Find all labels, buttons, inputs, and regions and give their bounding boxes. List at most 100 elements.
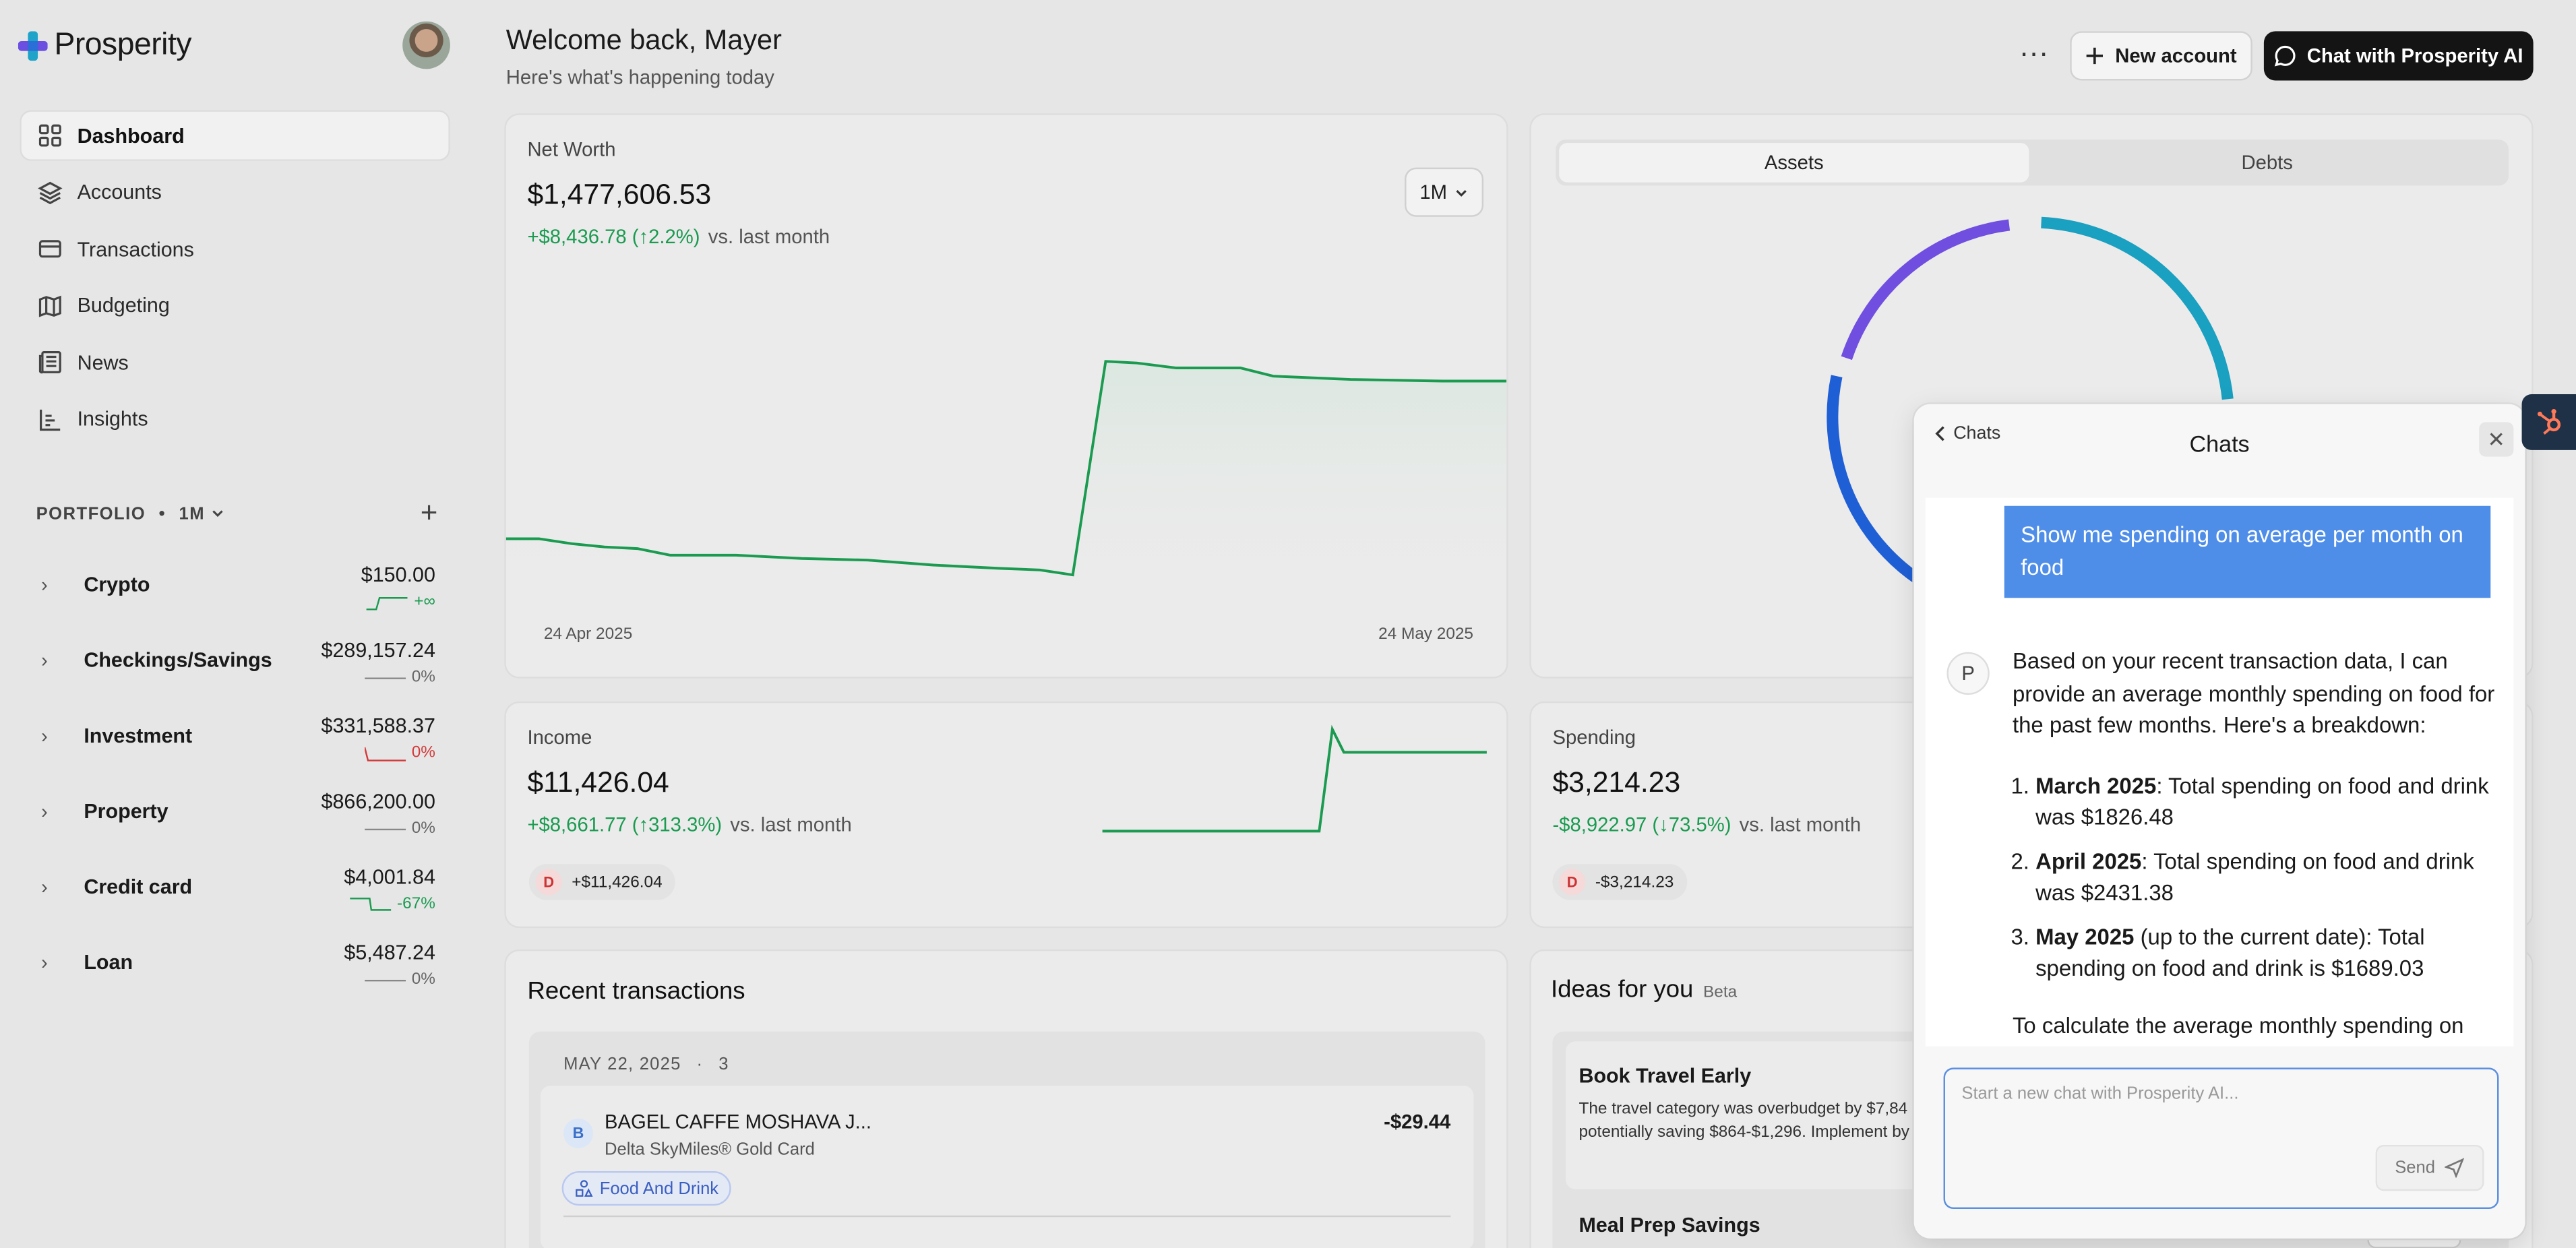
portfolio-row-checkings-savings[interactable]: › Checkings/Savings $289,157.24 0% (36, 639, 439, 705)
portfolio-row-change-text: 0% (411, 819, 435, 838)
income-vs: vs. last month (730, 813, 852, 836)
net-worth-value: $1,477,606.53 (527, 177, 712, 210)
divider (563, 1215, 1451, 1218)
list-item-text: : Total spending on food and drink was $… (2035, 848, 2474, 906)
chart-end-date: 24 May 2025 (1378, 625, 1474, 644)
chevron-right-icon[interactable]: › (40, 800, 48, 823)
user-message: Show me spending on average per month on… (2004, 505, 2491, 598)
net-worth-range-select[interactable]: 1M (1405, 167, 1484, 217)
table-row[interactable]: B BAGEL CAFFE MOSHAVA J... Delta SkyMile… (540, 1086, 1474, 1248)
merchant-avatar: B (563, 1118, 593, 1148)
separator-dot: · (696, 1054, 704, 1075)
add-portfolio-icon[interactable]: + (420, 496, 439, 529)
ideas-title: Ideas for you Beta (1551, 976, 1737, 1003)
sparkline (364, 978, 405, 981)
merchant-name: BAGEL CAFFE MOSHAVA J... (605, 1110, 872, 1133)
chevron-right-icon[interactable]: › (40, 875, 48, 899)
brand-name: Prosperity (54, 28, 192, 63)
plus-icon (2087, 47, 2104, 65)
portfolio-range-label: 1M (179, 503, 206, 524)
portfolio-row-crypto[interactable]: › Crypto $150.00 +∞ (36, 563, 439, 629)
income-value: $11,426.04 (527, 765, 669, 799)
donut-segment-blue (1827, 375, 1922, 585)
sidebar-item-transactions[interactable]: Transactions (20, 224, 450, 275)
portfolio-row-change: -67% (349, 895, 435, 913)
chart-icon (40, 408, 61, 431)
layers-icon (38, 181, 63, 204)
user-avatar[interactable] (402, 21, 450, 69)
spending-vs: vs. last month (1739, 813, 1862, 836)
brand-logo[interactable]: Prosperity (18, 28, 192, 64)
chat-with-ai-button[interactable]: Chat with Prosperity AI (2263, 31, 2534, 81)
category-tag[interactable]: Food And Drink (561, 1171, 732, 1206)
chevron-right-icon[interactable]: › (40, 724, 48, 748)
assistant-list: March 2025: Total spending on food and d… (2013, 770, 2505, 985)
tab-assets[interactable]: Assets (1559, 143, 2029, 183)
list-item: May 2025 (up to the current date): Total… (2035, 921, 2505, 985)
chat-input[interactable] (1961, 1079, 2471, 1109)
portfolio-range-select[interactable]: 1M (179, 503, 225, 523)
sparkline (364, 746, 405, 761)
hubspot-sprocket-icon (2536, 408, 2560, 435)
transaction-count: 3 (718, 1054, 729, 1075)
net-worth-area (505, 361, 1507, 592)
income-source-value: +$11,426.04 (572, 873, 663, 892)
portfolio-row-change-text: +∞ (414, 592, 435, 611)
chat-back-button[interactable]: Chats (1934, 424, 2000, 443)
category-label: Food And Drink (599, 1178, 719, 1199)
new-account-label: New account (2115, 44, 2237, 67)
donut-segment-teal (2041, 216, 2234, 400)
portfolio-row-change: +∞ (366, 592, 435, 611)
portfolio-row-change: 0% (364, 744, 435, 762)
chart-start-date: 24 Apr 2025 (543, 625, 633, 644)
portfolio-row-name: Checkings/Savings (84, 648, 272, 672)
portfolio-row-change: 0% (364, 819, 435, 838)
list-item-bold: March 2025 (2035, 772, 2157, 798)
chevron-right-icon[interactable]: › (40, 951, 48, 974)
send-button[interactable]: Send (2375, 1144, 2484, 1191)
sparkline (366, 596, 408, 610)
income-source-pill[interactable]: D +$11,426.04 (528, 864, 676, 900)
net-worth-delta: +$8,436.78 (↑2.2%) vs. last month (527, 225, 830, 248)
list-item-text: : Total spending on food and drink was $… (2035, 772, 2489, 830)
portfolio-row-name: Investment (84, 724, 193, 748)
list-item-bold: April 2025 (2035, 848, 2142, 873)
portfolio-row-investment[interactable]: › Investment $331,588.37 0% (36, 714, 439, 780)
category-shapes-icon (576, 1180, 593, 1197)
spending-source-pill[interactable]: D -$3,214.23 (1552, 864, 1687, 900)
donut-segment-purple (1841, 219, 2011, 361)
hubspot-widget-button[interactable] (2521, 394, 2576, 450)
assistant-tail: To calculate the average monthly spendin… (2012, 1012, 2464, 1038)
list-item-bold: May 2025 (2035, 924, 2135, 949)
page-subtitle: Here's what's happening today (505, 65, 774, 89)
assets-debts-toggle: Assets Debts (1556, 139, 2509, 186)
ellipsis-icon[interactable]: ··· (2019, 36, 2049, 69)
portfolio-row-credit-card[interactable]: › Credit card $4,001.84 -67% (36, 866, 439, 932)
chevron-right-icon[interactable]: › (40, 648, 48, 672)
sidebar-item-insights[interactable]: Insights (20, 394, 450, 445)
chevron-right-icon[interactable]: › (40, 573, 48, 596)
chat-bubble-icon (2275, 45, 2296, 67)
list-item-text: (up to the current date): Total spending… (2035, 924, 2425, 981)
sidebar-item-news[interactable]: News (20, 337, 450, 388)
portfolio-row-change-text: 0% (411, 668, 435, 687)
portfolio-row-property[interactable]: › Property $866,200.00 0% (36, 790, 439, 856)
allocation-donut (1827, 216, 2234, 585)
sidebar-item-label: News (77, 350, 129, 374)
portfolio-row-change: 0% (364, 971, 435, 989)
portfolio-row-change: 0% (364, 668, 435, 687)
sidebar-item-accounts[interactable]: Accounts (20, 166, 450, 218)
recent-transactions-title: Recent transactions (527, 977, 745, 1005)
sidebar-item-dashboard[interactable]: Dashboard (20, 110, 450, 161)
new-account-button[interactable]: New account (2070, 31, 2252, 81)
sparkline (364, 677, 405, 679)
assistant-avatar: P (1946, 652, 1990, 695)
portfolio-row-loan[interactable]: › Loan $5,487.24 0% (36, 941, 439, 1007)
sidebar-item-budgeting[interactable]: Budgeting (20, 280, 450, 332)
sparkline (349, 896, 391, 910)
close-icon[interactable]: ✕ (2479, 422, 2514, 457)
chat-with-ai-label: Chat with Prosperity AI (2306, 44, 2523, 67)
transaction-date-header: MAY 22, 2025 · 3 (563, 1055, 729, 1074)
newspaper-icon (38, 351, 61, 374)
tab-debts[interactable]: Debts (2241, 151, 2293, 175)
